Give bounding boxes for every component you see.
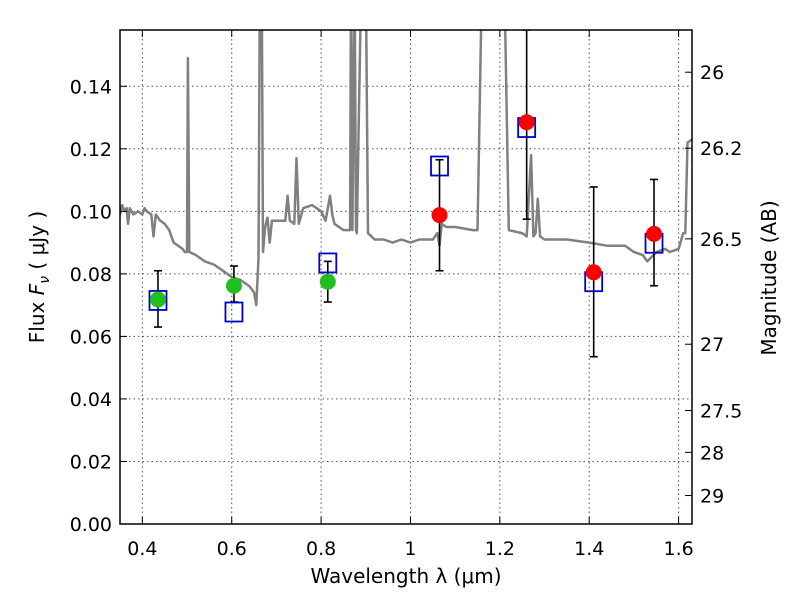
data-point-circle: [149, 291, 166, 308]
right-tick-label: 27: [700, 334, 724, 356]
plot-frame: [119, 29, 693, 525]
plot-background: [120, 30, 692, 524]
y-axis-title-subscript: ν: [37, 276, 53, 284]
y-tick-label: 0.00: [70, 514, 112, 536]
right-tick-label: 27.5: [700, 401, 742, 423]
y-tick-label: 0.12: [70, 139, 112, 161]
data-point-square: [148, 290, 168, 311]
x-tick-label: 1.2: [485, 538, 515, 560]
data-point-circle: [431, 207, 448, 224]
data-markers: [148, 114, 664, 323]
x-tick-label: 1.4: [574, 538, 604, 560]
x-tick-label: 0.8: [306, 538, 336, 560]
x-tick-label: 0.4: [127, 538, 157, 560]
y-tick-label: 0.02: [70, 451, 112, 473]
y-axis-title-symbol: F: [25, 283, 49, 295]
right-tick-label: 28: [700, 442, 724, 464]
y-tick-label: 0.06: [70, 326, 112, 348]
axis-ticks: 0.4 0.6 0.8 1 1.2 1.4 1.6 0.00 0.02 0.04 0.06 0.08 0…: [70, 30, 742, 560]
y-tick-label: 0.10: [70, 201, 112, 223]
right-tick-label: 26: [700, 62, 724, 84]
data-point-circle: [646, 225, 663, 242]
y-axis-title-left: Flux Fν ( μJy ): [25, 211, 53, 343]
model-spectrum-layer: [120, 30, 692, 307]
x-tick-label: 1.6: [663, 538, 693, 560]
y-axis-title-prefix: Flux: [25, 295, 49, 343]
right-tick-label: 26.2: [700, 138, 742, 160]
right-tick-label: 29: [700, 486, 724, 508]
x-axis-title: Wavelength λ (μm): [310, 564, 501, 588]
data-point-square: [318, 252, 338, 274]
data-point-square: [430, 155, 449, 177]
data-point-circle: [585, 264, 602, 281]
data-point-circle: [225, 277, 242, 294]
y-tick-label: 0.04: [70, 389, 112, 411]
right-tick-label: 26.5: [700, 229, 742, 251]
y-tick-label: 0.14: [70, 76, 112, 98]
y-axis-title-right: Magnitude (AB): [757, 200, 781, 355]
data-point-circle: [518, 114, 535, 131]
data-point-circle: [319, 273, 336, 290]
x-tick-label: 0.6: [217, 538, 247, 560]
data-point-square: [224, 301, 244, 323]
y-axis-title-units: ( μJy ): [25, 211, 49, 276]
x-tick-label: 1: [404, 538, 416, 560]
model-spectrum-line: [120, 30, 692, 307]
y-tick-label: 0.08: [70, 264, 112, 286]
